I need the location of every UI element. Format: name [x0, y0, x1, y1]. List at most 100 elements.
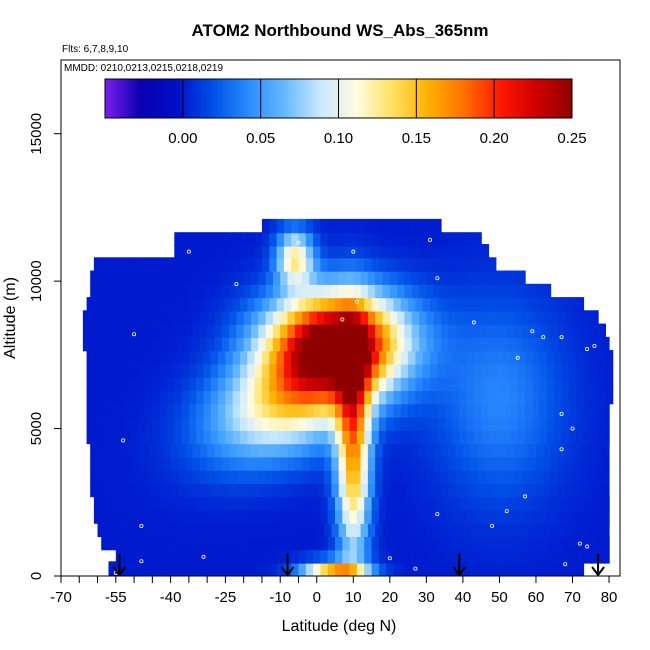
heatmap-cell	[525, 403, 533, 418]
heatmap-cell	[152, 416, 161, 431]
heatmap-cell	[342, 376, 351, 392]
heatmap-cell	[543, 310, 552, 325]
heatmap-cell	[232, 350, 241, 365]
heatmap-cell	[90, 336, 99, 352]
heatmap-cell	[433, 310, 442, 325]
heatmap-cell	[181, 416, 190, 431]
heatmap-cell	[400, 509, 409, 524]
heatmap-cell	[495, 376, 504, 392]
heatmap-cell	[309, 482, 318, 498]
heatmap-cell	[320, 257, 329, 272]
heatmap-cell	[342, 403, 351, 418]
heatmap-cell	[400, 376, 409, 392]
heatmap-cell	[218, 509, 226, 524]
heatmap-cell	[305, 376, 314, 392]
heatmap-cell	[185, 522, 194, 537]
heatmap-cell	[316, 336, 325, 352]
heatmap-cell	[243, 456, 252, 471]
heatmap-cell	[459, 244, 468, 259]
heatmap-cell	[528, 310, 537, 325]
heatmap-cell	[126, 283, 135, 299]
heatmap-cell	[225, 257, 234, 272]
heatmap-cell	[298, 257, 307, 272]
heatmap-cell	[240, 232, 248, 247]
heatmap-cell	[565, 443, 574, 458]
heatmap-cell	[605, 549, 610, 564]
heatmap-cell	[349, 297, 358, 312]
heatmap-cell	[320, 232, 329, 247]
heatmap-cell	[419, 482, 427, 498]
heatmap-cell	[587, 310, 595, 325]
sample-point	[559, 411, 564, 416]
heatmap-cell	[188, 350, 197, 365]
heatmap-cell	[378, 549, 387, 564]
heatmap-cell	[451, 350, 460, 365]
heatmap-cell	[258, 283, 267, 299]
heatmap-cell	[199, 310, 208, 325]
heatmap-cell	[342, 244, 351, 259]
heatmap-cell	[119, 283, 128, 299]
heatmap-cell	[269, 416, 278, 431]
heatmap-cell	[137, 535, 146, 551]
heatmap-cell	[167, 363, 175, 378]
heatmap-cell	[324, 270, 332, 285]
heatmap-cell	[528, 283, 537, 299]
heatmap-cell	[174, 535, 183, 551]
flight-arrow-head	[112, 566, 127, 577]
heatmap-cell	[167, 403, 175, 418]
heatmap-cell	[514, 482, 522, 498]
heatmap-cell	[101, 350, 110, 365]
heatmap-cell	[422, 496, 431, 511]
heatmap-cell	[346, 310, 354, 325]
heatmap-cell	[367, 310, 376, 325]
heatmap-cell	[170, 482, 179, 498]
heatmap-cell	[214, 522, 223, 537]
heatmap-cell	[221, 443, 230, 458]
heatmap-cell	[364, 376, 373, 392]
heatmap-cell	[214, 323, 223, 338]
heatmap-cell	[430, 363, 438, 378]
heatmap-cell	[400, 257, 409, 272]
heatmap-cell	[404, 522, 413, 537]
heatmap-cell	[240, 509, 248, 524]
heatmap-cell	[503, 389, 511, 405]
heatmap-cell	[565, 469, 574, 484]
heatmap-cell	[261, 549, 270, 564]
heatmap-cell	[305, 509, 314, 524]
heatmap-cell	[473, 549, 482, 564]
heatmap-cell	[510, 509, 519, 524]
heatmap-cell	[408, 350, 416, 365]
heatmap-cell	[338, 456, 347, 471]
heatmap-cell	[510, 376, 519, 392]
heatmap-cell	[123, 429, 131, 445]
heatmap-cell	[517, 376, 526, 392]
heatmap-cell	[236, 482, 245, 498]
heatmap-cell	[177, 283, 186, 299]
heatmap-cell	[462, 456, 471, 471]
heatmap-cell	[481, 416, 490, 431]
heatmap-cell	[229, 270, 237, 285]
heatmap-cell	[532, 416, 541, 431]
heatmap-cell	[561, 509, 570, 524]
heatmap-cell	[360, 283, 369, 299]
heatmap-cell	[254, 509, 263, 524]
heatmap-cell	[389, 283, 398, 299]
heatmap-cell	[130, 496, 139, 511]
heatmap-cell	[378, 244, 387, 259]
heatmap-cell	[335, 389, 343, 405]
heatmap-cell	[356, 376, 365, 392]
heatmap-cell	[283, 232, 292, 247]
heatmap-cell	[583, 496, 592, 511]
heatmap-cell	[240, 561, 248, 576]
heatmap-cell	[572, 336, 581, 352]
heatmap-cell	[123, 363, 131, 378]
heatmap-cell	[148, 443, 157, 458]
heatmap-cell	[557, 310, 566, 325]
heatmap-cell	[265, 283, 274, 299]
heatmap-cell	[181, 429, 190, 445]
heatmap-cell	[152, 429, 161, 445]
heatmap-cell	[130, 257, 139, 272]
heatmap-cell	[97, 310, 106, 325]
heatmap-cell	[601, 522, 610, 537]
heatmap-cell	[320, 363, 329, 378]
